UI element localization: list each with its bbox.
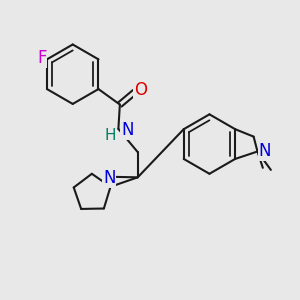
- Text: F: F: [37, 49, 46, 67]
- Text: N: N: [121, 122, 134, 140]
- Text: O: O: [134, 81, 147, 99]
- Text: N: N: [259, 142, 271, 160]
- Text: H: H: [104, 128, 116, 143]
- Text: N: N: [103, 169, 116, 187]
